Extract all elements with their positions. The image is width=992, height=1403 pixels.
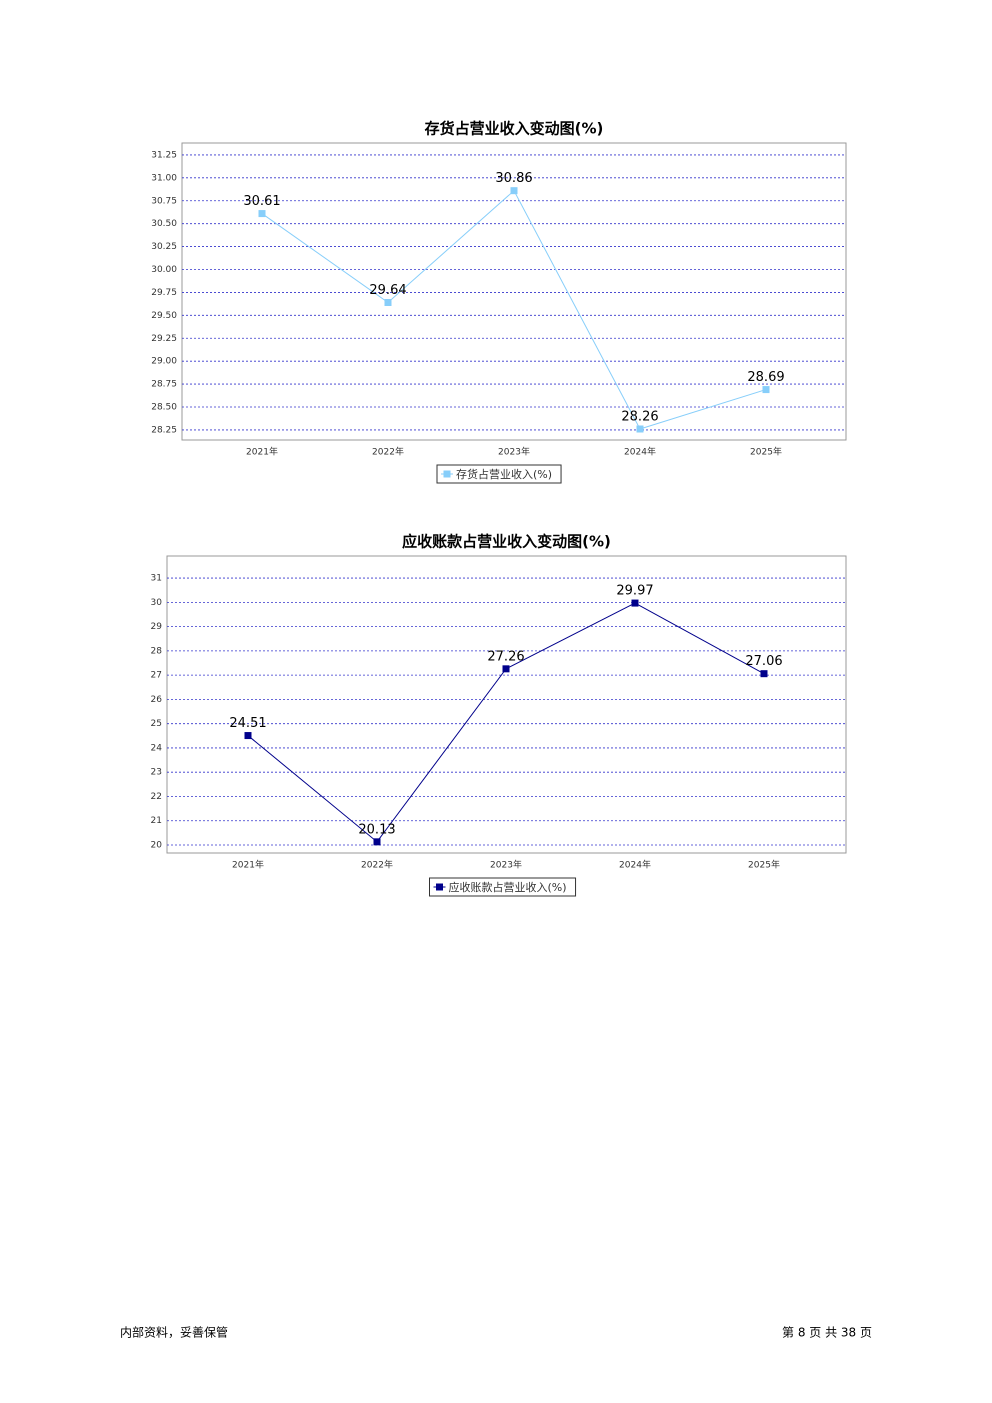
y-tick-label: 29.25 bbox=[151, 334, 177, 344]
y-tick-label: 26 bbox=[151, 695, 163, 705]
data-label: 28.26 bbox=[621, 410, 658, 425]
y-tick-label: 29.00 bbox=[151, 357, 177, 367]
y-tick-label: 30.00 bbox=[151, 265, 177, 275]
y-tick-label: 30.25 bbox=[151, 242, 177, 252]
point bbox=[384, 299, 392, 306]
y-tick-label: 27 bbox=[151, 671, 162, 681]
y-tick-label: 28.75 bbox=[151, 380, 177, 390]
y-tick-label: 22 bbox=[151, 792, 162, 802]
legend-marker bbox=[443, 470, 451, 478]
point bbox=[636, 425, 644, 433]
data-label: 29.64 bbox=[369, 283, 406, 298]
x-tick-label: 2023年 bbox=[498, 446, 530, 458]
y-tick-label: 31.00 bbox=[151, 173, 177, 183]
point bbox=[502, 665, 510, 673]
legend-marker bbox=[436, 883, 443, 891]
y-tick-label: 23 bbox=[151, 768, 162, 778]
point bbox=[258, 210, 266, 218]
y-tick-label: 28.25 bbox=[151, 425, 177, 435]
y-tick-label: 29.75 bbox=[151, 288, 177, 298]
point bbox=[631, 599, 639, 607]
legend-box bbox=[429, 877, 577, 897]
point bbox=[762, 386, 770, 394]
data-label: 27.06 bbox=[745, 654, 782, 669]
legend-label: 存货占营业收入(%) bbox=[456, 467, 552, 481]
x-tick-label: 2024年 bbox=[624, 446, 656, 458]
x-tick-label: 2023年 bbox=[490, 859, 522, 871]
y-tick-label: 31.25 bbox=[151, 150, 177, 160]
x-tick-label: 2025年 bbox=[750, 446, 782, 458]
data-label: 24.51 bbox=[229, 716, 266, 731]
y-tick-label: 24 bbox=[151, 743, 163, 753]
legend-box bbox=[436, 464, 562, 484]
y-tick-label: 30.50 bbox=[151, 219, 177, 229]
y-tick-label: 20 bbox=[151, 840, 163, 850]
footer-left: 内部资料，妥善保管 bbox=[120, 1325, 228, 1340]
x-tick-label: 2021年 bbox=[232, 859, 264, 871]
data-label: 20.13 bbox=[358, 822, 395, 837]
x-tick-label: 2022年 bbox=[372, 446, 404, 458]
y-tick-label: 21 bbox=[151, 816, 162, 826]
data-label: 29.97 bbox=[616, 584, 653, 599]
y-tick-label: 30 bbox=[151, 598, 163, 608]
y-tick-label: 31 bbox=[151, 574, 162, 584]
x-tick-label: 2025年 bbox=[748, 859, 780, 871]
chart-title: 存货占营业收入变动图(%) bbox=[425, 120, 604, 138]
x-tick-label: 2021年 bbox=[246, 446, 278, 458]
data-label: 30.61 bbox=[243, 194, 280, 209]
legend-label: 应收账款占营业收入(%) bbox=[449, 880, 567, 894]
y-tick-label: 30.75 bbox=[151, 196, 177, 206]
data-label: 30.86 bbox=[495, 171, 532, 186]
footer-right: 第 8 页 共 38 页 bbox=[782, 1326, 872, 1340]
x-tick-label: 2022年 bbox=[361, 859, 393, 871]
point bbox=[760, 670, 768, 678]
y-tick-label: 29 bbox=[151, 622, 163, 632]
data-label: 28.69 bbox=[747, 370, 784, 385]
y-tick-label: 28.50 bbox=[151, 403, 177, 413]
point bbox=[510, 187, 518, 195]
y-tick-label: 25 bbox=[151, 719, 162, 729]
chart-title: 应收账款占营业收入变动图(%) bbox=[402, 533, 611, 551]
point bbox=[244, 732, 252, 740]
y-tick-label: 29.50 bbox=[151, 311, 177, 321]
x-tick-label: 2024年 bbox=[619, 859, 651, 871]
y-tick-label: 28 bbox=[151, 646, 163, 656]
plot-frame bbox=[166, 555, 847, 854]
data-label: 27.26 bbox=[487, 649, 524, 664]
point bbox=[373, 838, 381, 846]
